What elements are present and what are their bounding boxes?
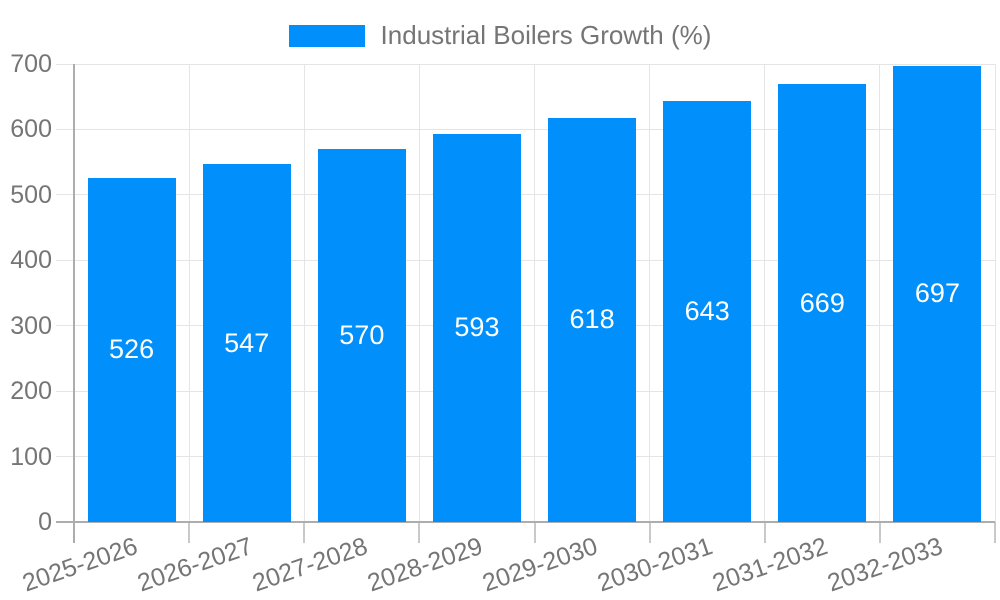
y-axis-label: 200	[10, 377, 52, 406]
x-axis-line	[56, 521, 995, 523]
x-axis-tick	[303, 522, 306, 543]
y-axis-line	[73, 64, 75, 543]
legend-swatch	[288, 24, 365, 47]
x-axis-tick	[418, 522, 421, 543]
x-axis-tick	[763, 522, 766, 543]
gridline-vertical	[879, 64, 881, 522]
y-axis-label: 700	[10, 50, 52, 78]
bar-value-label: 697	[914, 278, 960, 309]
bar-2027-2028[interactable]: 570	[317, 149, 406, 522]
gridline-vertical	[418, 64, 420, 522]
gridline-horizontal	[56, 128, 995, 130]
x-axis-tick	[188, 522, 191, 543]
gridline-vertical	[534, 64, 535, 522]
gridline-horizontal	[56, 194, 995, 196]
bar-value-label: 570	[339, 320, 385, 351]
bar-2028-2029[interactable]: 593	[432, 134, 521, 522]
y-axis-label: 100	[10, 442, 52, 471]
bar-value-label: 669	[799, 287, 845, 318]
bar-value-label: 526	[109, 334, 155, 365]
bar-2026-2027[interactable]: 547	[202, 164, 291, 522]
x-axis-tick	[878, 522, 881, 543]
bar-2031-2032[interactable]: 669	[778, 84, 867, 522]
gridline-horizontal	[56, 259, 995, 261]
x-axis-tick	[533, 522, 536, 543]
x-axis-tick	[648, 522, 651, 543]
y-axis-label: 0	[38, 508, 52, 536]
y-axis-label: 500	[10, 180, 52, 209]
bar-2030-2031[interactable]: 643	[663, 101, 752, 522]
bar-value-label: 643	[684, 296, 730, 327]
legend-item[interactable]: Industrial Boilers Growth (%)	[0, 20, 1000, 51]
bar-2029-2030[interactable]: 618	[548, 117, 637, 522]
gridline-vertical	[764, 64, 766, 522]
y-axis-label: 600	[10, 115, 52, 144]
gridline-horizontal	[56, 63, 995, 65]
bar-2025-2026[interactable]: 526	[87, 177, 176, 522]
y-axis-label: 300	[10, 311, 52, 340]
bar-value-label: 547	[224, 327, 270, 358]
gridline-horizontal	[56, 325, 995, 327]
legend-label: Industrial Boilers Growth (%)	[380, 20, 712, 50]
bar-value-label: 618	[569, 304, 615, 335]
bar-2032-2033[interactable]: 697	[893, 65, 982, 522]
gridline-vertical	[994, 64, 996, 522]
gridline-vertical	[649, 64, 651, 522]
bar-value-label: 593	[454, 312, 500, 343]
gridline-horizontal	[56, 390, 995, 392]
gridline-vertical	[303, 64, 305, 522]
gridline-horizontal	[56, 456, 995, 458]
x-axis-tick	[994, 522, 996, 543]
gridline-vertical	[188, 64, 190, 522]
y-axis-label: 400	[10, 246, 52, 275]
